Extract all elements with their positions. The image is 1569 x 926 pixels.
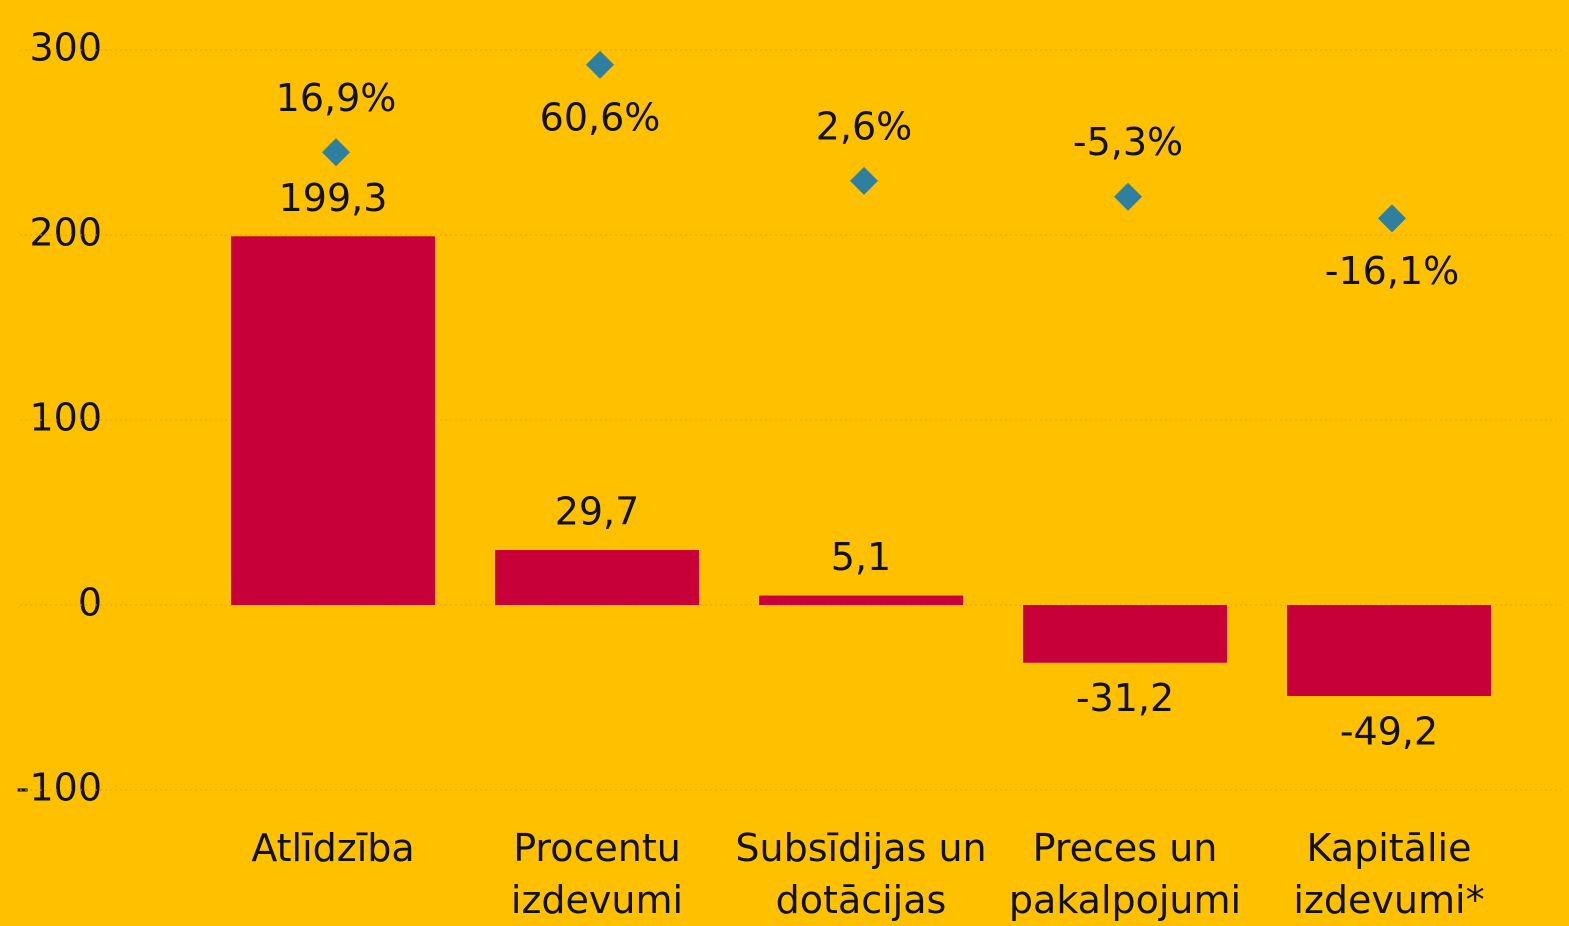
data-label: 2,6% xyxy=(816,104,913,148)
bar xyxy=(1023,605,1227,663)
data-label: -31,2 xyxy=(1076,676,1174,720)
diamond-marker xyxy=(586,50,614,79)
y-tick-label: -100 xyxy=(16,766,102,810)
data-label: -5,3% xyxy=(1073,120,1183,164)
data-label: 60,6% xyxy=(540,95,661,139)
y-tick-label: 100 xyxy=(29,396,102,440)
diamond-marker xyxy=(850,166,878,195)
y-tick-label: 300 xyxy=(29,26,102,70)
data-label: -16,1% xyxy=(1325,249,1459,293)
bar xyxy=(231,236,435,606)
x-tick-label: Procentu izdevumi xyxy=(510,826,684,922)
x-tick-label: Kapitālie izdevumi* xyxy=(1293,826,1485,922)
x-tick-label: Atlīdzība xyxy=(251,826,415,870)
data-label: 16,9% xyxy=(276,76,397,120)
data-label: 29,7 xyxy=(555,490,640,534)
data-label: -49,2 xyxy=(1340,710,1438,754)
diamond-marker xyxy=(322,138,350,167)
diamond-marker xyxy=(1114,182,1142,211)
data-label: 5,1 xyxy=(831,535,891,579)
diamond-marker xyxy=(1378,204,1406,233)
y-tick-label: 200 xyxy=(29,211,102,255)
data-label: 199,3 xyxy=(279,176,388,220)
bar xyxy=(495,550,699,605)
y-tick-label: 0 xyxy=(78,581,102,625)
bar xyxy=(1287,605,1491,697)
bar xyxy=(759,595,963,605)
x-tick-label: Subsīdijas un dotācijas xyxy=(735,826,987,922)
x-tick-label: Preces un pakalpojumi xyxy=(1008,826,1242,922)
